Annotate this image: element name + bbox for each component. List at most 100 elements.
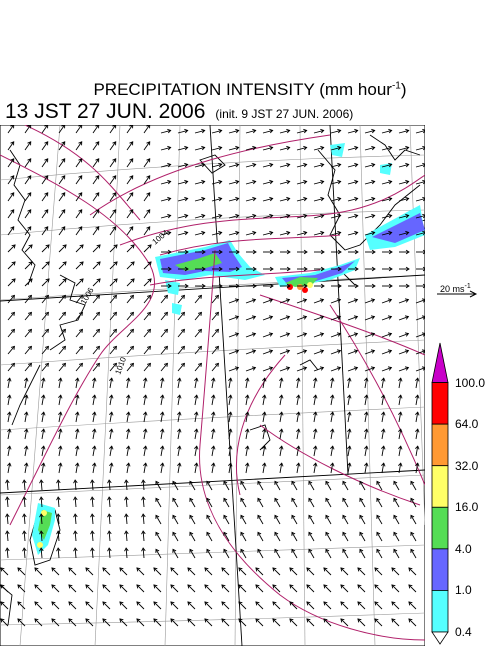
wind-vector [415,428,420,440]
wind-vector [262,162,274,168]
wind-vector [416,283,425,289]
wind-vector [398,366,410,372]
chart-title: PRECIPITATION INTENSITY (mm hour-1) [93,80,407,99]
wind-vector [228,349,240,355]
wind-vector [153,567,162,576]
wind-vector [408,618,417,627]
wind-vector [296,128,308,134]
wind-vector [313,349,325,355]
wind-vector [126,311,134,321]
precip-area [172,303,182,315]
wind-vector [357,618,366,627]
wind-vector [17,584,26,593]
wind-vector [90,513,95,525]
wind-vector [262,315,274,321]
wind-vector [160,230,172,236]
wind-vector [245,445,250,457]
wind-vector [160,394,165,406]
wind-vector [109,261,118,270]
wind-vector [296,411,301,423]
wind-vector [177,145,189,151]
wind-vector [56,496,61,508]
wind-vector [41,362,49,372]
wind-vector [330,377,335,389]
wind-vector [109,428,114,440]
wind-vector [41,175,49,185]
wind-vector [398,213,410,219]
precip-area [175,253,222,271]
wind-vector [330,332,342,338]
wind-vector [415,394,420,406]
wind-vector [296,366,308,372]
wind-vector [347,315,359,321]
wind-vector [194,145,206,151]
wind-vector [399,266,410,272]
wind-vector [109,192,117,202]
wind-vector [330,196,342,202]
wind-vector [90,479,95,491]
wind-vector [75,261,84,270]
wind-vector [170,601,179,610]
wind-vector [39,496,44,508]
wind-vector [41,158,49,168]
wind-vector [41,141,49,151]
wind-vector [263,266,274,272]
wind-vector [296,196,308,202]
wind-vector [330,445,335,457]
wind-vector [141,496,146,508]
wind-vector [161,249,172,255]
wind-vector [24,192,32,202]
wind-vector [155,548,162,559]
wind-vector [347,196,359,202]
wind-vector [51,618,60,627]
wind-vector [357,601,366,610]
wind-vector [408,584,417,593]
colorbar-tick-label: 0.4 [455,625,472,639]
wind-vector [68,567,77,576]
wind-vector [92,345,100,355]
wind-vector [245,196,257,202]
wind-vector [245,411,250,423]
wind-vector [211,411,216,423]
wind-vector [364,366,376,372]
wind-vector [393,480,400,491]
wind-vector [228,445,233,457]
wind-vector [24,362,32,372]
wind-vector [41,278,50,287]
wind-vector [189,548,196,559]
wind-vector [306,584,315,593]
wind-vector [85,584,94,593]
wind-vector [75,244,84,253]
wind-vector [7,311,15,321]
wind-vector [330,411,335,423]
wind-vector [255,618,264,627]
wind-vector [143,394,148,406]
wind-vector [172,548,179,559]
wind-vector [75,175,83,185]
wind-vector [262,213,274,219]
wind-vector [41,328,49,338]
wind-vector [245,179,257,185]
wind-vector [314,249,325,255]
wind-vector [398,377,403,389]
wind-vector [119,601,128,610]
wind-vector [143,377,148,389]
wind-vector [279,315,291,321]
wind-vector [297,266,308,272]
wind-vector [136,584,145,593]
wind-vector [92,411,97,423]
wind-vector [92,192,100,202]
wind-vector [90,496,95,508]
wind-vector [24,209,32,219]
wind-vector [365,266,376,272]
wind-vector [92,377,97,389]
wind-vector [257,548,264,559]
valid-time: 13 JST 27 JUN. 2006 (init. 9 JST 27 JUN. … [5,100,353,124]
wind-vector [7,125,15,134]
wind-vector [141,530,146,542]
wind-vector [204,618,213,627]
wind-vector [211,213,223,219]
wind-vector [177,294,185,304]
colorbar-tick-label: 16.0 [455,500,479,515]
wind-vector [330,230,342,236]
